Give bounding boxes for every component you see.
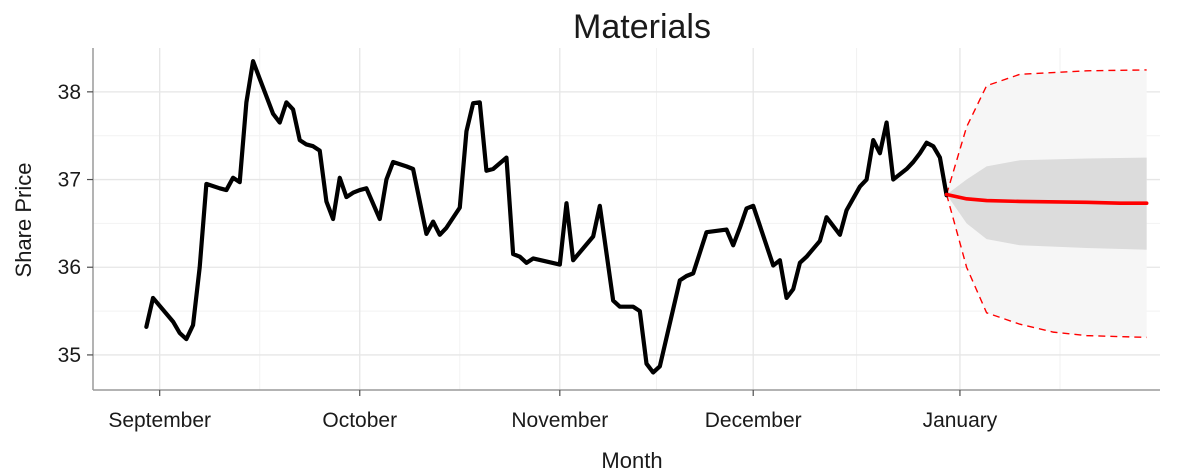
series-lines (144, 59, 1149, 375)
y-tick-labels: 35 36 37 38 (58, 81, 93, 367)
x-axis-label: Month (601, 448, 662, 473)
forecast-band-inner (946, 157, 1147, 250)
forecast-mean-line (944, 192, 1149, 206)
y-axis-label: Share Price (11, 163, 36, 278)
chart-title: Materials (573, 8, 711, 46)
share-price-line (144, 59, 949, 375)
y-tick-label: 37 (58, 169, 81, 192)
x-tick-label: December (705, 409, 802, 432)
forecast-bound-upper (945, 69, 1147, 195)
x-tick-label: September (108, 409, 211, 432)
axes (92, 48, 1160, 391)
forecast-bound-lower (945, 194, 1147, 339)
x-tick-label: October (322, 409, 397, 432)
x-tick-label: November (511, 409, 608, 432)
x-tick-labels: September October November December January (108, 390, 998, 432)
x-tick-label: January (923, 409, 998, 432)
forecast-bands (945, 69, 1147, 339)
y-tick-label: 38 (58, 81, 81, 104)
y-tick-label: 35 (58, 344, 81, 367)
y-tick-label: 36 (58, 256, 81, 279)
